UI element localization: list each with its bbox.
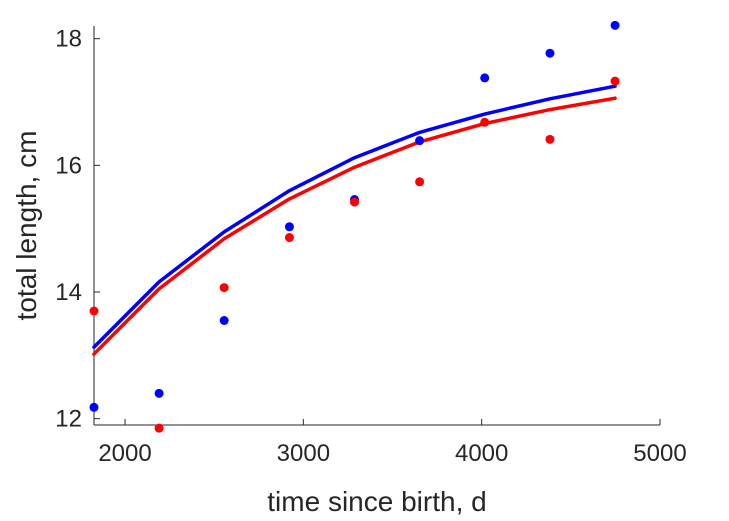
axes (93, 26, 660, 426)
data-point-1 (154, 423, 164, 433)
x-tick-label: 3000 (277, 440, 330, 467)
y-axis-ticks: 12 14 16 18 (55, 26, 100, 433)
data-point-1 (219, 283, 229, 293)
data-point-1 (415, 177, 425, 187)
x-axis-label: time since birth, d (267, 486, 486, 517)
data-point-1 (89, 306, 99, 316)
x-tick-label: 2000 (98, 440, 151, 467)
series-layer (89, 20, 620, 433)
fit-curve-2 (92, 84, 617, 349)
data-point-1 (284, 233, 294, 243)
data-point-0 (415, 136, 425, 146)
data-point-0 (480, 73, 490, 83)
data-point-0 (545, 48, 555, 58)
y-tick-label: 12 (55, 406, 82, 433)
data-point-1 (480, 117, 490, 127)
data-point-0 (89, 402, 99, 412)
data-point-0 (284, 222, 294, 232)
fit-curve-3 (92, 96, 617, 356)
data-point-1 (350, 197, 360, 207)
x-tick-label: 5000 (633, 440, 686, 467)
data-point-0 (219, 316, 229, 325)
data-point-1 (545, 134, 555, 144)
x-axis-ticks: 2000 3000 4000 5000 (98, 419, 687, 467)
y-tick-label: 16 (55, 152, 82, 179)
data-point-0 (610, 20, 620, 30)
data-point-0 (154, 388, 164, 398)
y-tick-label: 14 (55, 279, 82, 306)
data-point-1 (610, 76, 620, 86)
x-tick-label: 4000 (455, 440, 508, 467)
y-axis-label: total length, cm (11, 131, 42, 321)
y-tick-label: 18 (55, 26, 82, 53)
